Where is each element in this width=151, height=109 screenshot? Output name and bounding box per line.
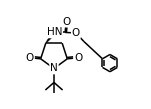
Text: N: N	[50, 63, 58, 73]
Text: O: O	[72, 28, 80, 38]
Text: O: O	[62, 17, 70, 27]
Text: O: O	[74, 53, 82, 63]
Polygon shape	[45, 31, 56, 43]
Text: O: O	[26, 53, 34, 63]
Text: HN: HN	[47, 27, 62, 37]
